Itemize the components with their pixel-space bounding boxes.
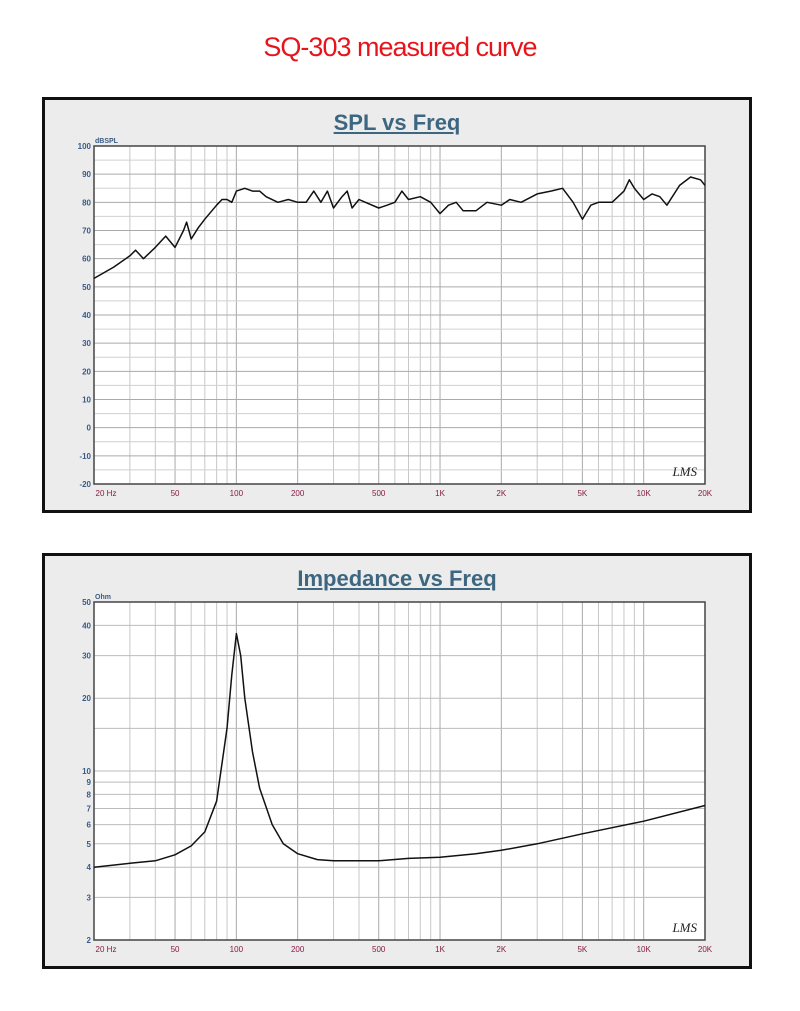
x-tick-label: 20 Hz: [96, 489, 117, 498]
y-tick-label: 4: [87, 863, 92, 872]
page-title: SQ-303 measured curve: [263, 32, 537, 62]
x-tick-label: 1K: [435, 489, 445, 498]
y-tick-label: 60: [82, 255, 91, 264]
x-tick-label: 200: [291, 945, 305, 954]
x-tick-label: 10K: [637, 489, 652, 498]
y-tick-label: 40: [82, 621, 91, 630]
x-tick-label: 2K: [496, 945, 506, 954]
plot-border: [93, 145, 706, 485]
x-tick-label: 500: [372, 489, 386, 498]
x-tick-label: 5K: [577, 945, 587, 954]
x-tick-label: 100: [230, 945, 244, 954]
y-tick-label: 3: [87, 893, 92, 902]
y-tick-label: 9: [87, 778, 92, 787]
x-tick-label: 500: [372, 945, 386, 954]
x-tick-label: 1K: [435, 945, 445, 954]
x-tick-label: 2K: [496, 489, 506, 498]
y-tick-label: 2: [87, 936, 92, 945]
data-series-line: [93, 176, 706, 280]
y-tick-label: 20: [82, 367, 91, 376]
x-tick-label: 50: [171, 489, 180, 498]
x-tick-label: 20K: [698, 489, 713, 498]
y-tick-label: 80: [82, 198, 91, 207]
y-tick-label: -10: [79, 452, 91, 461]
x-tick-label: 20K: [698, 945, 713, 954]
lms-watermark: LMS: [671, 920, 697, 935]
data-series-line: [93, 632, 706, 868]
spl-chart-title: SPL vs Freq: [333, 110, 461, 135]
y-tick-label: 70: [82, 227, 91, 236]
x-tick-label: 100: [230, 489, 244, 498]
impedance-chart-title: Impedance vs Freq: [297, 566, 497, 591]
y-tick-label: 10: [82, 396, 91, 405]
y-tick-label: 40: [82, 311, 91, 320]
y-tick-label: 20: [82, 694, 91, 703]
x-tick-label: 10K: [637, 945, 652, 954]
plot-border: [93, 601, 706, 941]
y-tick-label: 50: [82, 283, 91, 292]
y-tick-label: 30: [82, 652, 91, 661]
y-tick-label: 8: [87, 790, 92, 799]
y-tick-label: 7: [87, 804, 92, 813]
y-tick-label: 90: [82, 170, 91, 179]
x-tick-label: 50: [171, 945, 180, 954]
y-tick-label: 6: [87, 821, 92, 830]
y-tick-label: 10: [82, 767, 91, 776]
y-tick-label: 100: [78, 142, 92, 151]
lms-watermark: LMS: [671, 464, 697, 479]
y-tick-label: 0: [87, 424, 92, 433]
y-tick-label: -20: [79, 480, 91, 489]
impedance-chart: 50 40 30 20 10 9 8 7 6 5 4 3 2 20 Hz 50 100 200 500 1K 2K 5K…: [82, 594, 713, 954]
spl-chart-panel: SPL vs Freq 100 90 80 70 60 50 40 30 20 10 0 -10 -20…: [42, 97, 752, 513]
y-axis-label: Ohm: [95, 594, 111, 601]
y-tick-label: 5: [87, 840, 92, 849]
x-tick-label: 20 Hz: [96, 945, 117, 954]
y-tick-label: 30: [82, 339, 91, 348]
impedance-chart-panel: Impedance vs Freq 50 40 30 20 10 9 8 7 6 5 4 3 2 20 H…: [42, 553, 752, 969]
x-tick-label: 200: [291, 489, 305, 498]
x-tick-label: 5K: [577, 489, 587, 498]
y-axis-label: dBSPL: [95, 138, 119, 145]
y-tick-label: 50: [82, 598, 91, 607]
